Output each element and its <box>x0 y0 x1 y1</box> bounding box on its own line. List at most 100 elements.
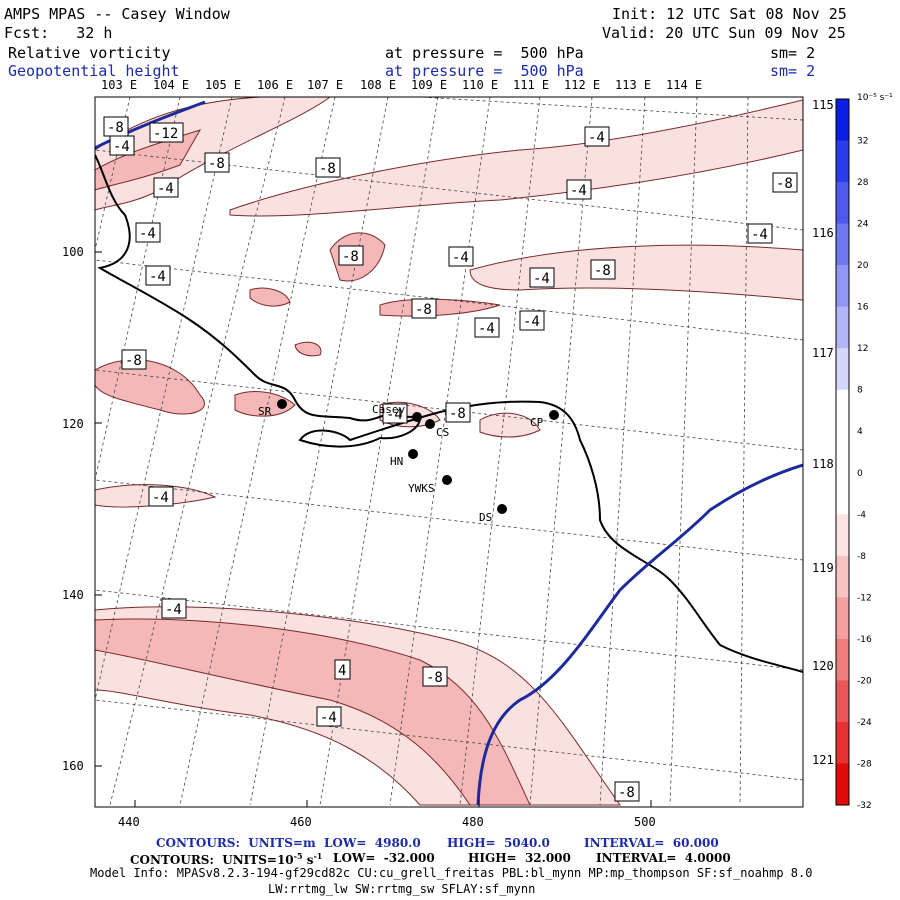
contour-label: -8 <box>772 172 798 193</box>
longitude-label-top: 103 E <box>101 78 138 92</box>
station-hn[interactable]: HN <box>390 449 418 468</box>
svg-text:CP: CP <box>530 416 544 429</box>
height-contour-high: HIGH= 5040.0 <box>447 836 550 850</box>
colorbar-label: 8 <box>857 386 863 396</box>
colorbar-segment <box>836 348 849 391</box>
forecast-hour: Fcst: 32 h <box>4 24 113 42</box>
contour-label: -8 <box>422 666 448 687</box>
contour-label: -4 <box>382 403 408 424</box>
station-cp[interactable]: CP <box>530 410 559 429</box>
station-cs[interactable]: CS <box>425 419 449 439</box>
svg-text:-8: -8 <box>618 785 635 801</box>
svg-text:-8: -8 <box>426 670 443 686</box>
contour-label: -4 <box>566 179 592 200</box>
svg-text:-4: -4 <box>452 250 469 266</box>
colorbar-label: -28 <box>857 759 872 769</box>
x-tick-label: 440 <box>118 815 140 829</box>
contour-label: -4 <box>153 177 179 198</box>
colorbar-segment <box>836 389 849 432</box>
contour-label: -8 <box>590 259 616 280</box>
field2-name: Geopotential height <box>8 62 180 80</box>
svg-text:HN: HN <box>390 455 403 468</box>
longitude-label-top: 106 E <box>257 78 294 92</box>
svg-text:-4: -4 <box>588 130 605 146</box>
model-info: Model Info: MPASv8.2.3-194-gf29cd82c CU:… <box>90 866 813 880</box>
contour-label: -4 <box>448 246 474 267</box>
vorticity-contour-interval: INTERVAL= 4.0000 <box>596 851 731 865</box>
colorbar-segment <box>836 763 849 806</box>
svg-text:-4: -4 <box>149 269 166 285</box>
contour-label: -4 <box>161 598 187 619</box>
longitude-label-top: 108 E <box>360 78 397 92</box>
height-contour-info: CONTOURS: UNITS=m LOW= 4980.0 <box>156 836 421 850</box>
y-tick-label: 160 <box>62 759 84 773</box>
contour-label: -8 <box>411 298 437 319</box>
svg-text:-4: -4 <box>157 181 174 197</box>
longitude-label-top: 112 E <box>564 78 601 92</box>
x-tick-label: 480 <box>462 815 484 829</box>
svg-text:-8: -8 <box>449 406 466 422</box>
colorbar-label: 12 <box>857 344 868 354</box>
field1-name: Relative vorticity <box>8 44 171 62</box>
longitude-label-top: 111 E <box>513 78 550 92</box>
axis-ticks <box>95 251 652 807</box>
y-tick-label: 140 <box>62 588 84 602</box>
colorbar-segment <box>836 223 849 266</box>
colorbar-label: 28 <box>857 178 869 188</box>
svg-text:-8: -8 <box>319 161 336 177</box>
model-info-physics: LW:rrtmg_lw SW:rrtmg_sw SFLAY:sf_mynn <box>268 882 536 896</box>
colorbar-label: 24 <box>857 220 869 230</box>
field2-level: at pressure = 500 hPa <box>385 62 584 80</box>
vorticity-contour-low: LOW= -32.000 <box>333 851 435 865</box>
svg-text:-4: -4 <box>751 227 768 243</box>
station-ywks[interactable]: YWKS <box>408 475 452 495</box>
colorbar-label: 0 <box>857 469 863 479</box>
longitude-label-top: 107 E <box>307 78 344 92</box>
svg-text:-4: -4 <box>533 271 550 287</box>
svg-text:-4: -4 <box>139 226 156 242</box>
field1-smoothing: sm= 2 <box>770 44 816 62</box>
colorbar-label: -8 <box>857 552 866 562</box>
contour-label: -4 <box>747 223 773 244</box>
colorbar-segment <box>836 555 849 598</box>
colorbar-label: 16 <box>857 303 869 313</box>
x-tick-label: 500 <box>634 815 656 829</box>
contour-label: -8 <box>204 152 230 173</box>
colorbar-segment <box>836 721 849 764</box>
x-tick-label: 460 <box>290 815 312 829</box>
colorbar-segment <box>836 680 849 723</box>
contour-label: -8 <box>121 349 147 370</box>
colorbar-segment <box>836 265 849 308</box>
station-casey[interactable]: Casey <box>372 403 422 422</box>
plot-frame <box>94 96 804 808</box>
contour-label: -4 <box>519 310 545 331</box>
plot-title: AMPS MPAS -- Casey Window <box>4 5 230 23</box>
colorbar-label: -24 <box>857 718 872 728</box>
y-tick-label: 120 <box>62 417 84 431</box>
colorbar-segment <box>836 306 849 349</box>
colorbar-frame <box>835 98 850 806</box>
station-ds[interactable]: DS <box>479 504 507 524</box>
svg-text:Casey: Casey <box>372 403 405 416</box>
svg-text:-8: -8 <box>342 249 359 265</box>
colorbar-segment <box>836 472 849 515</box>
svg-text:-4: -4 <box>570 183 587 199</box>
colorbar-segment <box>836 431 849 474</box>
colorbar-label: -32 <box>857 801 872 811</box>
svg-text:-4: -4 <box>523 314 540 330</box>
svg-text:-8: -8 <box>415 302 432 318</box>
colorbar-label: 20 <box>857 261 869 271</box>
svg-text:-8: -8 <box>208 156 225 172</box>
longitude-label-top: 113 E <box>615 78 652 92</box>
contour-label: -12 <box>149 122 184 143</box>
colorbar-label: 32 <box>857 137 868 147</box>
contour-label: -4 <box>148 486 174 507</box>
y-tick-label: 100 <box>62 245 84 259</box>
station-sr[interactable]: SR <box>258 399 287 418</box>
colorbar-segment <box>836 597 849 640</box>
colorbar-segment <box>836 514 849 557</box>
colorbar-units: 10⁻⁵ s⁻¹ <box>857 93 893 103</box>
contour-label: -8 <box>338 245 364 266</box>
svg-text:-4: -4 <box>478 321 495 337</box>
